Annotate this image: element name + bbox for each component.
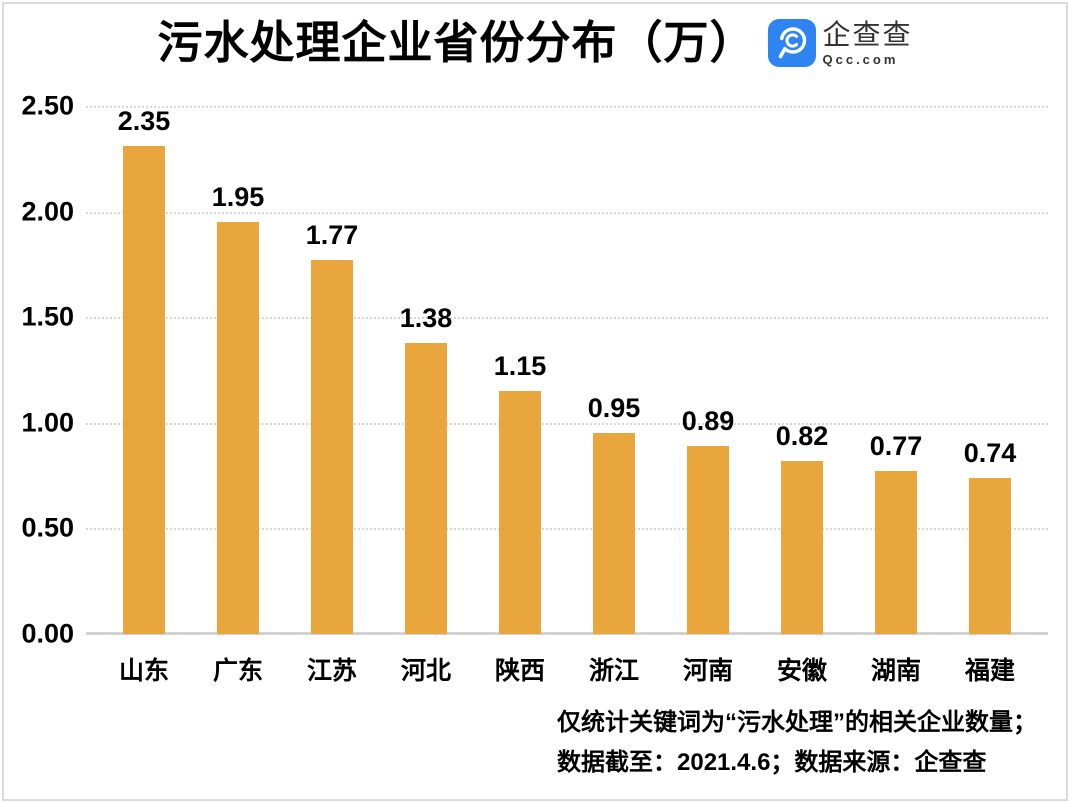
qichacha-logo-text: 企查查 Qcc.com [822,18,913,67]
bar [687,446,729,634]
bar-column: 1.95 广东 [194,106,282,685]
bar [969,477,1011,634]
gridline [86,211,1048,214]
bar-value-label: 0.74 [963,437,1017,468]
bar-column: 0.82 安徽 [758,106,846,685]
y-tick-label: 1.50 [21,301,74,332]
qichacha-logo-icon [767,19,816,67]
bar-column: 0.77 湖南 [852,106,940,685]
x-category-label: 江苏 [306,657,358,685]
gridline [86,317,1048,320]
chart-title: 污水处理企业省份分布（万） [157,17,756,68]
bar [217,222,259,634]
bar-value-label: 2.35 [117,106,171,136]
qichacha-logo-domain: Qcc.com [822,51,899,67]
gridline [86,528,1048,531]
x-category-label: 安徽 [776,657,828,685]
y-axis-tick-labels: 2.50 2.00 1.50 1.00 0.50 0.00 [12,91,74,649]
bar-column: 1.15 陕西 [476,106,564,685]
x-category-label: 广东 [212,657,264,685]
x-category-label: 河北 [400,657,452,685]
bar [123,146,165,634]
bar-value-label: 1.77 [305,220,359,251]
chart-header: 污水处理企业省份分布（万） 企查查 Qcc.com [0,16,1070,70]
bar [311,260,353,634]
y-tick-label: 0.50 [21,512,74,543]
bar-value-label: 0.77 [869,431,923,462]
x-category-label: 河南 [682,657,734,685]
footnote-line-2: 数据截至：2021.4.6；数据来源：企查查 [557,749,987,776]
footnote-line-1: 仅统计关键词为“污水处理”的相关企业数量； [557,709,1037,736]
y-tick-label: 2.50 [21,90,74,121]
bar-column: 2.35 山东 [100,106,188,685]
bar-column: 0.95 浙江 [570,106,658,685]
bar-value-label: 0.95 [587,393,641,424]
bar-value-label: 0.82 [775,420,829,451]
bar-column: 0.89 河南 [664,106,752,685]
qichacha-logo-name: 企查查 [822,18,913,50]
gridline [86,422,1048,425]
x-axis-baseline [86,632,1048,635]
y-tick-label: 0.00 [21,618,74,649]
bar [405,342,447,634]
x-category-label: 福建 [964,657,1016,685]
x-category-label: 浙江 [588,657,640,685]
bar-column: 0.74 福建 [946,106,1034,685]
plot-area: 2.35 山东 1.95 广东 1.77 江苏 1.38 河北 1.15 陕西 0.95 浙江 0.89… [86,106,1048,685]
bar [781,460,823,634]
y-tick-label: 1.00 [21,407,74,438]
bar-value-label: 1.95 [211,182,265,213]
x-category-label: 陕西 [494,657,546,685]
bars-container: 2.35 山东 1.95 广东 1.77 江苏 1.38 河北 1.15 陕西 0.95 浙江 0.89… [86,106,1048,685]
x-category-label: 湖南 [870,657,922,685]
bar [499,391,541,634]
bar-column: 1.38 河北 [382,106,470,685]
y-tick-label: 2.00 [21,196,74,227]
bar [593,433,635,634]
bar-value-label: 1.15 [493,351,547,382]
bar [875,471,917,634]
gridline [86,106,1048,108]
x-category-label: 山东 [118,657,170,685]
bar-value-label: 1.38 [399,302,453,333]
bar-column: 1.77 江苏 [288,106,376,685]
footnote: 仅统计关键词为“污水处理”的相关企业数量； 数据截至：2021.4.6；数据来源… [557,703,1037,783]
qichacha-logo: 企查查 Qcc.com [767,18,913,67]
bar-value-label: 0.89 [681,406,735,437]
